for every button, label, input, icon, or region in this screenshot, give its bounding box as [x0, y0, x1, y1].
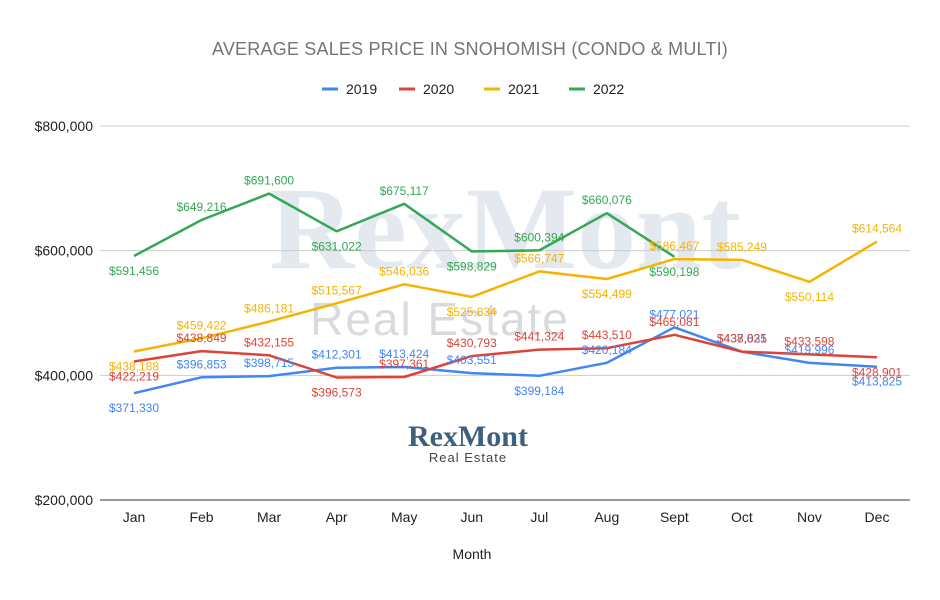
y-tick-label: $800,000: [35, 118, 94, 134]
data-label: $433,598: [784, 334, 834, 348]
data-label: $675,117: [380, 184, 429, 198]
data-label: $438,188: [109, 360, 159, 374]
x-tick-label: Mar: [257, 509, 281, 525]
series-line-2019: [133, 326, 878, 395]
data-label: $598,829: [447, 259, 497, 273]
data-label: $649,216: [177, 200, 227, 214]
data-label: $691,600: [244, 174, 294, 188]
legend: 2019 2020 2021 2022: [322, 81, 624, 97]
data-label: $430,793: [447, 336, 497, 350]
data-label: $412,301: [312, 348, 362, 362]
data-label: $554,499: [582, 287, 632, 301]
rexmont-logo: RexMont Real Estate: [408, 420, 528, 465]
data-label: $614,564: [852, 222, 902, 236]
logo-sub: Real Estate: [429, 450, 507, 465]
data-label: $477,021: [649, 307, 699, 321]
series-line-2021: [133, 240, 878, 353]
data-label: $397,361: [379, 357, 429, 371]
y-tick-label: $600,000: [35, 243, 94, 259]
legend-entry: 2020: [423, 81, 454, 97]
x-tick-label: Aug: [594, 509, 619, 525]
x-axis-title: Month: [453, 546, 492, 562]
x-tick-label: Jun: [460, 509, 483, 525]
data-label: $428,901: [852, 365, 902, 379]
data-label: $566,747: [514, 251, 564, 265]
data-label: $413,825: [852, 375, 902, 389]
x-axis-ticks: Jan Feb Mar Apr May Jun Jul Aug Sept Oct Nov Dec: [123, 509, 890, 525]
data-label: $396,853: [177, 357, 227, 371]
watermark-main: RexMont: [269, 163, 741, 294]
data-label: $432,155: [244, 335, 294, 349]
data-label: $515,567: [312, 283, 362, 297]
data-label: $550,114: [785, 290, 834, 304]
series-lines: [133, 192, 878, 395]
x-tick-label: Nov: [797, 509, 822, 525]
x-tick-label: Feb: [189, 509, 213, 525]
data-label: $459,422: [177, 318, 227, 332]
data-label: $585,249: [717, 240, 767, 254]
data-label: $403,551: [447, 353, 497, 367]
x-tick-label: Jul: [530, 509, 548, 525]
data-label: $525,834: [447, 305, 497, 319]
data-label: $438,849: [177, 331, 227, 345]
legend-entry: 2022: [593, 81, 624, 97]
data-label: $590,198: [649, 265, 699, 279]
data-label: $660,076: [582, 193, 632, 207]
watermark-sub: Real Estate: [310, 293, 570, 345]
x-tick-label: Sept: [660, 509, 689, 525]
legend-entry: 2021: [508, 81, 539, 97]
y-tick-label: $400,000: [35, 367, 94, 383]
data-label: $443,510: [582, 328, 632, 342]
series-line-2020: [133, 333, 878, 379]
data-label: $441,324: [514, 330, 564, 344]
data-label: $437,835: [717, 332, 767, 346]
data-labels: $371,330 $396,853 $398,715 $412,301 $413,424…: [109, 174, 902, 416]
logo-main: RexMont: [408, 420, 528, 453]
data-label: $546,036: [379, 264, 429, 278]
watermark: RexMont Real Estate: [269, 163, 741, 345]
y-tick-label: $200,000: [35, 492, 94, 508]
data-label: $399,184: [514, 384, 564, 398]
x-tick-label: Jan: [123, 509, 146, 525]
data-label: $413,424: [379, 347, 429, 361]
data-label: $465,081: [649, 315, 699, 329]
chart-title: AVERAGE SALES PRICE IN SNOHOMISH (CONDO …: [212, 39, 728, 59]
x-tick-label: May: [391, 509, 417, 525]
data-label: $600,394: [514, 230, 564, 244]
data-label: $420,184: [582, 343, 632, 357]
x-tick-label: Oct: [731, 509, 753, 525]
data-label: $371,330: [109, 401, 159, 415]
y-axis-ticks: $200,000 $400,000 $600,000 $800,000: [35, 118, 94, 508]
data-label: $586,467: [649, 239, 699, 253]
data-label: $438,021: [717, 332, 767, 346]
data-label: $396,573: [312, 385, 362, 399]
legend-entry: 2019: [346, 81, 377, 97]
data-label: $631,022: [312, 239, 362, 253]
data-label: $422,219: [109, 369, 159, 383]
data-label: $486,181: [244, 302, 294, 316]
x-tick-label: Apr: [326, 509, 348, 525]
data-label: $419,996: [784, 343, 834, 357]
data-label: $398,715: [244, 356, 294, 370]
x-tick-label: Dec: [865, 509, 890, 525]
series-line-2022: [133, 192, 676, 258]
data-label: $591,456: [109, 264, 159, 278]
